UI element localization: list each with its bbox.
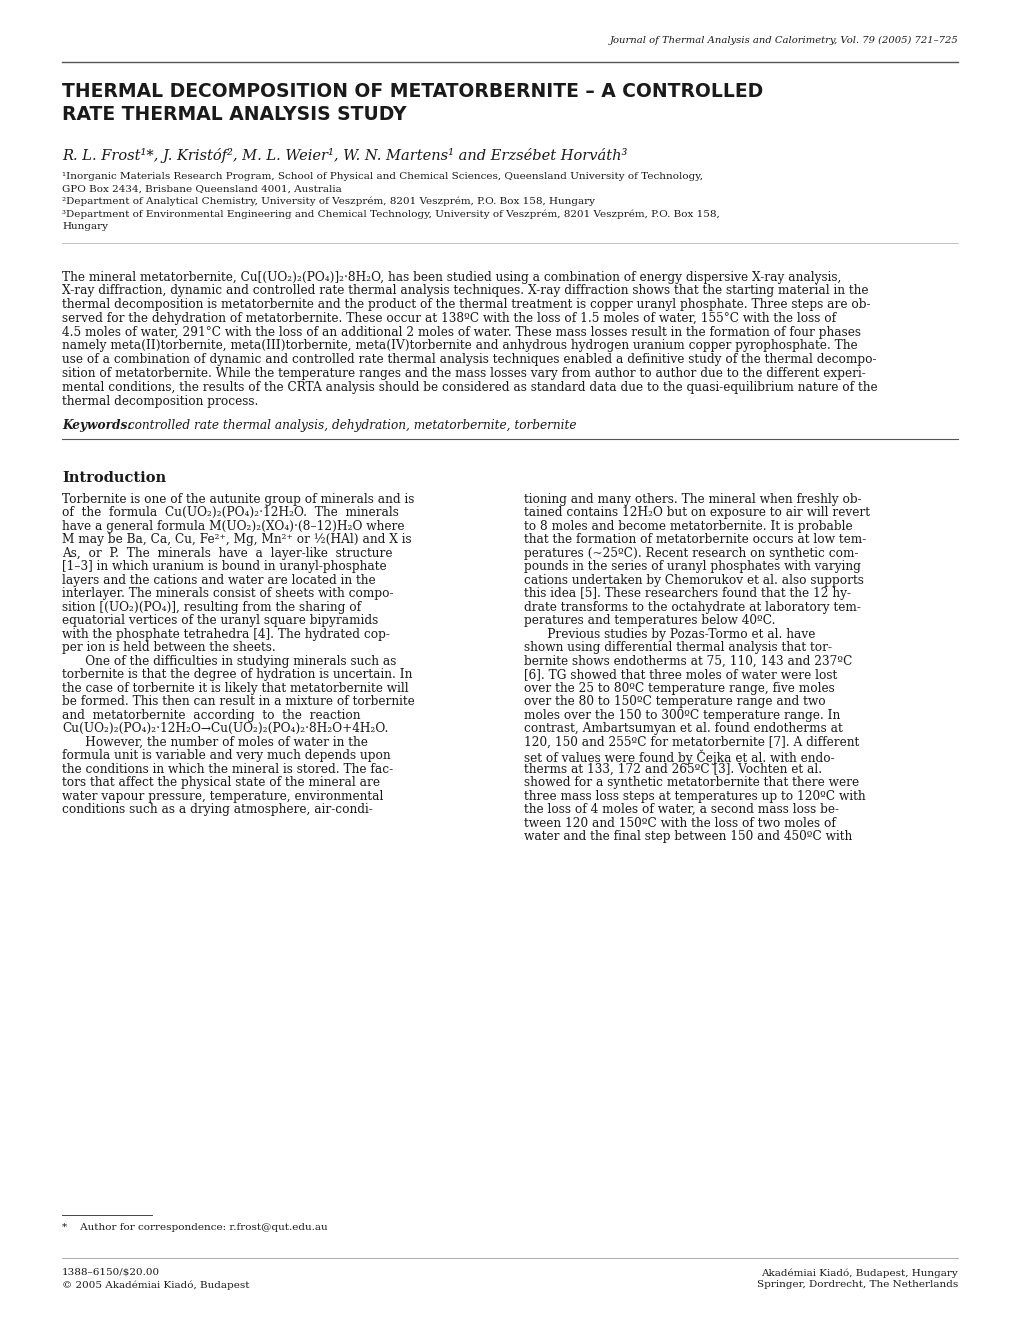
Text: tween 120 and 150ºC with the loss of two moles of: tween 120 and 150ºC with the loss of two… — [524, 817, 835, 829]
Text: mental conditions, the results of the CRTA analysis should be considered as stan: mental conditions, the results of the CR… — [62, 381, 876, 393]
Text: sition of metatorbernite. While the temperature ranges and the mass losses vary : sition of metatorbernite. While the temp… — [62, 367, 865, 380]
Text: ¹Inorganic Materials Research Program, School of Physical and Chemical Sciences,: ¹Inorganic Materials Research Program, S… — [62, 172, 702, 181]
Text: R. L. Frost¹*, J. Kristóf², M. L. Weier¹, W. N. Martens¹ and Erzsébet Horváth³: R. L. Frost¹*, J. Kristóf², M. L. Weier¹… — [62, 148, 627, 162]
Text: have a general formula M(UO₂)₂(XO₄)·(8–12)H₂O where: have a general formula M(UO₂)₂(XO₄)·(8–1… — [62, 520, 405, 532]
Text: sition [(UO₂)(PO₄)], resulting from the sharing of: sition [(UO₂)(PO₄)], resulting from the … — [62, 601, 361, 614]
Text: set of values were found by Čejka et al. with endo-: set of values were found by Čejka et al.… — [524, 748, 834, 764]
Text: THERMAL DECOMPOSITION OF METATORBERNITE – A CONTROLLED: THERMAL DECOMPOSITION OF METATORBERNITE … — [62, 82, 762, 102]
Text: served for the dehydration of metatorbernite. These occur at 138ºC with the loss: served for the dehydration of metatorber… — [62, 312, 836, 325]
Text: that the formation of metatorbernite occurs at low tem-: that the formation of metatorbernite occ… — [524, 533, 865, 546]
Text: drate transforms to the octahydrate at laboratory tem-: drate transforms to the octahydrate at l… — [524, 601, 860, 614]
Text: tained contains 12H₂O but on exposure to air will revert: tained contains 12H₂O but on exposure to… — [524, 506, 869, 519]
Text: tioning and many others. The mineral when freshly ob-: tioning and many others. The mineral whe… — [524, 492, 861, 506]
Text: One of the difficulties in studying minerals such as: One of the difficulties in studying mine… — [62, 655, 396, 668]
Text: *    Author for correspondence: r.frost@qut.edu.au: * Author for correspondence: r.frost@qut… — [62, 1224, 327, 1232]
Text: over the 25 to 80ºC temperature range, five moles: over the 25 to 80ºC temperature range, f… — [524, 681, 834, 694]
Text: layers and the cations and water are located in the: layers and the cations and water are loc… — [62, 573, 375, 586]
Text: peratures and temperatures below 40ºC.: peratures and temperatures below 40ºC. — [524, 614, 774, 627]
Text: the conditions in which the mineral is stored. The fac-: the conditions in which the mineral is s… — [62, 763, 392, 776]
Text: contrast, Ambartsumyan et al. found endotherms at: contrast, Ambartsumyan et al. found endo… — [524, 722, 842, 735]
Text: [6]. TG showed that three moles of water were lost: [6]. TG showed that three moles of water… — [524, 668, 837, 681]
Text: water vapour pressure, temperature, environmental: water vapour pressure, temperature, envi… — [62, 789, 383, 803]
Text: Hungary: Hungary — [62, 222, 108, 231]
Text: © 2005 Akadémiai Kiadó, Budapest: © 2005 Akadémiai Kiadó, Budapest — [62, 1280, 250, 1290]
Text: pounds in the series of uranyl phosphates with varying: pounds in the series of uranyl phosphate… — [524, 560, 860, 573]
Text: be formed. This then can result in a mixture of torbernite: be formed. This then can result in a mix… — [62, 696, 415, 708]
Text: the loss of 4 moles of water, a second mass loss be-: the loss of 4 moles of water, a second m… — [524, 803, 839, 816]
Text: per ion is held between the sheets.: per ion is held between the sheets. — [62, 642, 275, 653]
Text: moles over the 150 to 300ºC temperature range. In: moles over the 150 to 300ºC temperature … — [524, 709, 840, 722]
Text: GPO Box 2434, Brisbane Queensland 4001, Australia: GPO Box 2434, Brisbane Queensland 4001, … — [62, 185, 341, 194]
Text: Introduction: Introduction — [62, 470, 166, 484]
Text: peratures (~25ºC). Recent research on synthetic com-: peratures (~25ºC). Recent research on sy… — [524, 546, 858, 560]
Text: namely meta(II)torbernite, meta(III)torbernite, meta(IV)torbernite and anhydrous: namely meta(II)torbernite, meta(III)torb… — [62, 339, 857, 352]
Text: water and the final step between 150 and 450ºC with: water and the final step between 150 and… — [524, 830, 852, 843]
Text: X-ray diffraction, dynamic and controlled rate thermal analysis techniques. X-ra: X-ray diffraction, dynamic and controlle… — [62, 284, 867, 297]
Text: bernite shows endotherms at 75, 110, 143 and 237ºC: bernite shows endotherms at 75, 110, 143… — [524, 655, 852, 668]
Text: of  the  formula  Cu(UO₂)₂(PO₄)₂·12H₂O.  The  minerals: of the formula Cu(UO₂)₂(PO₄)₂·12H₂O. The… — [62, 506, 398, 519]
Text: tors that affect the physical state of the mineral are: tors that affect the physical state of t… — [62, 776, 380, 789]
Text: showed for a synthetic metatorbernite that there were: showed for a synthetic metatorbernite th… — [524, 776, 858, 789]
Text: The mineral metatorbernite, Cu[(UO₂)₂(PO₄)]₂·8H₂O, has been studied using a comb: The mineral metatorbernite, Cu[(UO₂)₂(PO… — [62, 271, 841, 284]
Text: ³Department of Environmental Engineering and Chemical Technology, University of : ³Department of Environmental Engineering… — [62, 210, 719, 219]
Text: Cu(UO₂)₂(PO₄)₂·12H₂O→Cu(UO₂)₂(PO₄)₂·8H₂O+4H₂O.: Cu(UO₂)₂(PO₄)₂·12H₂O→Cu(UO₂)₂(PO₄)₂·8H₂O… — [62, 722, 388, 735]
Text: interlayer. The minerals consist of sheets with compo-: interlayer. The minerals consist of shee… — [62, 587, 393, 601]
Text: RATE THERMAL ANALYSIS STUDY: RATE THERMAL ANALYSIS STUDY — [62, 106, 407, 124]
Text: therms at 133, 172 and 265ºC [3]. Vochten et al.: therms at 133, 172 and 265ºC [3]. Vochte… — [524, 763, 821, 776]
Text: ²Department of Analytical Chemistry, University of Veszprém, 8201 Veszprém, P.O.: ²Department of Analytical Chemistry, Uni… — [62, 197, 594, 206]
Text: cations undertaken by Chemorukov et al. also supports: cations undertaken by Chemorukov et al. … — [524, 573, 863, 586]
Text: 1388–6150/$20.00: 1388–6150/$20.00 — [62, 1269, 160, 1276]
Text: Previous studies by Pozas-Tormo et al. have: Previous studies by Pozas-Tormo et al. h… — [524, 627, 814, 640]
Text: controlled rate thermal analysis, dehydration, metatorbernite, torbernite: controlled rate thermal analysis, dehydr… — [124, 418, 576, 432]
Text: the case of torbernite it is likely that metatorbernite will: the case of torbernite it is likely that… — [62, 681, 409, 694]
Text: this idea [5]. These researchers found that the 12 hy-: this idea [5]. These researchers found t… — [524, 587, 850, 601]
Text: use of a combination of dynamic and controlled rate thermal analysis techniques : use of a combination of dynamic and cont… — [62, 354, 875, 367]
Text: torbernite is that the degree of hydration is uncertain. In: torbernite is that the degree of hydrati… — [62, 668, 412, 681]
Text: However, the number of moles of water in the: However, the number of moles of water in… — [62, 735, 368, 748]
Text: Keywords:: Keywords: — [62, 418, 131, 432]
Text: thermal decomposition process.: thermal decomposition process. — [62, 395, 258, 408]
Text: Springer, Dordrecht, The Netherlands: Springer, Dordrecht, The Netherlands — [756, 1280, 957, 1290]
Text: three mass loss steps at temperatures up to 120ºC with: three mass loss steps at temperatures up… — [524, 789, 865, 803]
Text: formula unit is variable and very much depends upon: formula unit is variable and very much d… — [62, 748, 390, 762]
Text: conditions such as a drying atmosphere, air-condi-: conditions such as a drying atmosphere, … — [62, 803, 372, 816]
Text: Akadémiai Kiadó, Budapest, Hungary: Akadémiai Kiadó, Budapest, Hungary — [760, 1269, 957, 1278]
Text: Journal of Thermal Analysis and Calorimetry, Vol. 79 (2005) 721–725: Journal of Thermal Analysis and Calorime… — [608, 36, 957, 45]
Text: to 8 moles and become metatorbernite. It is probable: to 8 moles and become metatorbernite. It… — [524, 520, 852, 532]
Text: and  metatorbernite  according  to  the  reaction: and metatorbernite according to the reac… — [62, 709, 360, 722]
Text: thermal decomposition is metatorbernite and the product of the thermal treatment: thermal decomposition is metatorbernite … — [62, 298, 869, 312]
Text: 120, 150 and 255ºC for metatorbernite [7]. A different: 120, 150 and 255ºC for metatorbernite [7… — [524, 735, 858, 748]
Text: [1–3] in which uranium is bound in uranyl-phosphate: [1–3] in which uranium is bound in urany… — [62, 560, 386, 573]
Text: M may be Ba, Ca, Cu, Fe²⁺, Mg, Mn²⁺ or ½(HAl) and X is: M may be Ba, Ca, Cu, Fe²⁺, Mg, Mn²⁺ or ½… — [62, 533, 412, 546]
Text: 4.5 moles of water, 291°C with the loss of an additional 2 moles of water. These: 4.5 moles of water, 291°C with the loss … — [62, 326, 860, 339]
Text: shown using differential thermal analysis that tor-: shown using differential thermal analysi… — [524, 642, 832, 653]
Text: Torbernite is one of the autunite group of minerals and is: Torbernite is one of the autunite group … — [62, 492, 414, 506]
Text: with the phosphate tetrahedra [4]. The hydrated cop-: with the phosphate tetrahedra [4]. The h… — [62, 627, 389, 640]
Text: over the 80 to 150ºC temperature range and two: over the 80 to 150ºC temperature range a… — [524, 696, 824, 708]
Text: As,  or  P.  The  minerals  have  a  layer-like  structure: As, or P. The minerals have a layer-like… — [62, 546, 392, 560]
Text: equatorial vertices of the uranyl square bipyramids: equatorial vertices of the uranyl square… — [62, 614, 378, 627]
